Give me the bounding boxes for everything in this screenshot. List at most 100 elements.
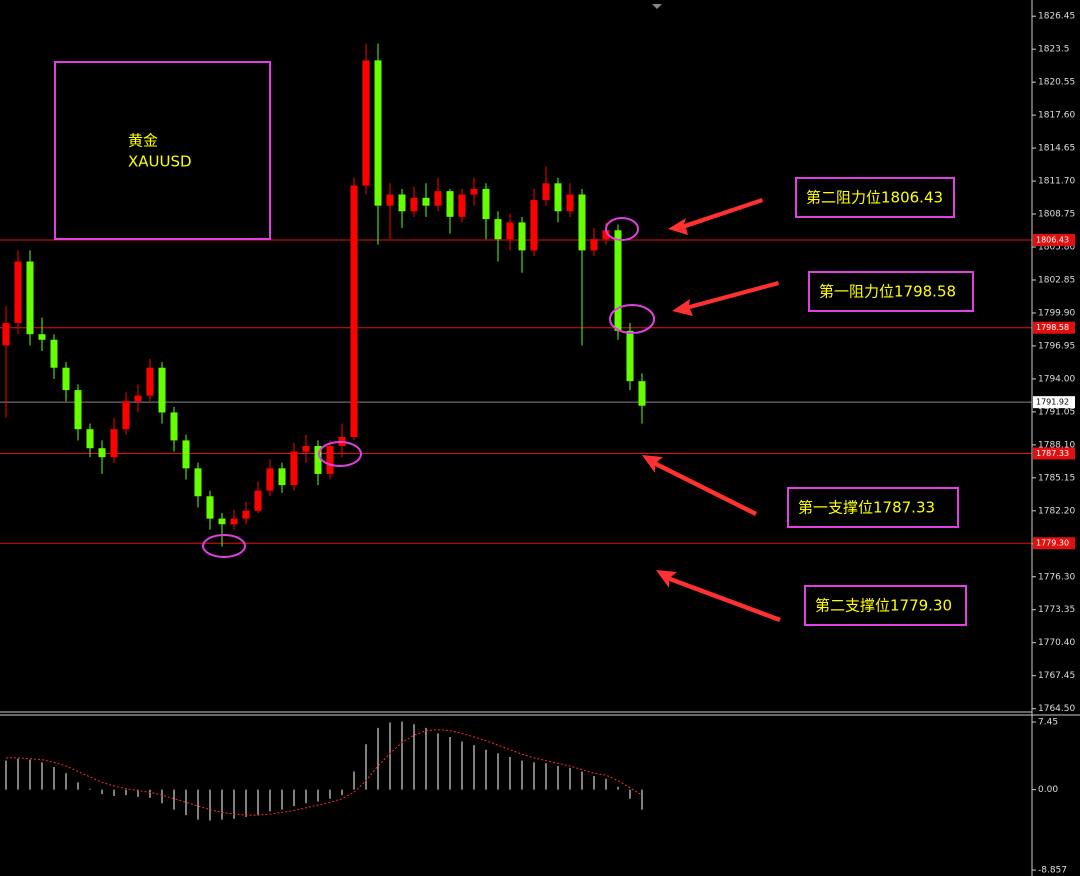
candle-body: [626, 330, 634, 382]
level-note: 第一阻力位1798.58: [819, 283, 956, 301]
candle-body: [614, 230, 622, 331]
level-note-box: [787, 487, 959, 528]
candle-body: [278, 468, 286, 486]
level-tag-label: 1787.33: [1036, 449, 1069, 458]
level-tag-label: 1806.43: [1036, 235, 1069, 244]
candle-body: [2, 323, 10, 346]
circle: [202, 534, 246, 558]
level-tag: [1033, 321, 1075, 334]
candle-body: [122, 401, 130, 430]
y-tick-label: 1791.05: [1038, 407, 1075, 417]
candle-body: [458, 194, 466, 217]
y-tick-label: 1764.50: [1038, 704, 1075, 714]
candle-body: [434, 191, 442, 206]
candle-body: [482, 188, 490, 220]
y-tick-label: 1785.15: [1038, 473, 1075, 483]
candle-body: [50, 339, 58, 368]
candle-body: [518, 222, 526, 251]
candle-body: [194, 468, 202, 497]
y-tick-label: 1773.35: [1038, 605, 1075, 615]
candle-body: [470, 188, 478, 195]
candle-body: [542, 183, 550, 201]
circle: [609, 304, 655, 334]
y-tick-label: 1802.85: [1038, 275, 1075, 285]
candle-body: [62, 367, 70, 391]
level-tag-label: 1798.58: [1036, 323, 1069, 332]
candle-body: [38, 334, 46, 340]
candle-body: [602, 230, 610, 240]
y-tick-label: 0.00: [1038, 785, 1058, 795]
y-tick-label: 1808.75: [1038, 210, 1075, 220]
candle-body: [506, 222, 514, 240]
candle-body: [374, 60, 382, 206]
candle-body: [530, 200, 538, 251]
candle-body: [638, 381, 646, 406]
candle-body: [578, 194, 586, 251]
candle-body: [134, 395, 142, 402]
candle-body: [218, 518, 226, 525]
highlight-circles: [202, 217, 655, 558]
level-tag: [1033, 233, 1075, 246]
y-tick-label: 1776.30: [1038, 572, 1075, 582]
y-tick-label: 1826.45: [1038, 12, 1075, 22]
candle-body: [182, 440, 190, 469]
y-tick-label: -8.857: [1038, 866, 1067, 876]
circle: [605, 217, 639, 241]
candle-body: [14, 261, 22, 324]
marker: [652, 4, 662, 9]
candle-body: [290, 451, 298, 486]
level-note-box: [804, 585, 967, 626]
y-tick-label: 1817.60: [1038, 111, 1075, 121]
y-tick-label: 1794.00: [1038, 374, 1075, 384]
level-note: 第二阻力位1806.43: [806, 189, 943, 207]
candle-body: [350, 185, 358, 438]
candle-body: [110, 429, 118, 458]
y-tick-label: 1782.20: [1038, 506, 1075, 516]
circle: [318, 441, 362, 467]
candle-body: [266, 468, 274, 491]
y-tick-label: 1805.80: [1038, 243, 1075, 253]
level-note: 第二支撑位1779.30: [815, 597, 952, 615]
candle-body: [74, 390, 82, 430]
candle-body: [302, 445, 310, 452]
y-tick-label: 1814.65: [1038, 144, 1075, 154]
y-tick-label: 1770.40: [1038, 638, 1075, 648]
candle-body: [386, 194, 394, 206]
candle-body: [590, 239, 598, 251]
arrow: [668, 198, 763, 235]
candle-body: [362, 60, 370, 186]
y-tick-label: 1767.45: [1038, 671, 1075, 681]
y-tick-label: 1796.95: [1038, 341, 1075, 351]
candle-body: [254, 490, 262, 511]
plot: [0, 43, 1032, 821]
candle-body: [326, 445, 334, 474]
candle-body: [98, 448, 106, 458]
candle-body: [230, 518, 238, 525]
symbol-box: [54, 61, 271, 240]
candle-body: [554, 183, 562, 212]
y-tick-label: 1820.55: [1038, 78, 1075, 88]
arrow: [672, 281, 779, 316]
arrows: [642, 198, 781, 622]
level-note-box: [795, 177, 955, 218]
candle-body: [398, 194, 406, 212]
candle-body: [314, 445, 322, 474]
level-tag-label: 1779.30: [1036, 539, 1069, 548]
candle-body: [170, 412, 178, 441]
candle-body: [446, 191, 454, 217]
level-note-box: [808, 271, 974, 312]
candle-body: [410, 197, 418, 212]
candle-body: [86, 429, 94, 449]
last-price-label: 1791.92: [1036, 398, 1069, 407]
symbol-name: 黄金: [128, 132, 158, 150]
candle-body: [26, 261, 34, 335]
y-tick-label: 1799.90: [1038, 308, 1075, 318]
y-tick-label: 7.45: [1038, 717, 1058, 727]
candle-body: [242, 510, 250, 519]
candle-body: [422, 197, 430, 206]
candle-body: [566, 194, 574, 212]
y-tick-label: 1823.5: [1038, 45, 1070, 55]
candle-body: [494, 219, 502, 240]
level-tag: [1033, 537, 1075, 550]
